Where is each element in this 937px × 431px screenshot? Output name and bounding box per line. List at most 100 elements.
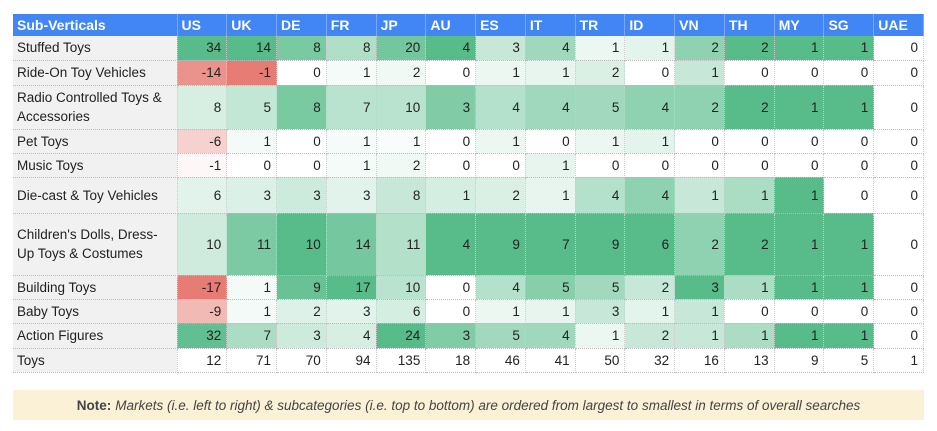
row-label: Die-cast & Toy Vehicles — [13, 177, 178, 214]
heatmap-cell: 1 — [774, 177, 825, 214]
totals-cell: 135 — [376, 348, 427, 373]
heatmap-cell: 1 — [475, 129, 526, 154]
heatmap-cell: 9 — [475, 213, 526, 276]
heatmap-cell: 1 — [624, 36, 676, 61]
heatmap-cell: 17 — [326, 275, 377, 300]
heatmap-cell: 0 — [873, 213, 924, 276]
heatmap-cell: 2 — [624, 275, 676, 300]
heatmap-cell: 0 — [873, 275, 924, 300]
heatmap-cell: 1 — [674, 323, 725, 349]
totals-cell: 32 — [624, 348, 676, 373]
heatmap-cell: 2 — [724, 85, 775, 130]
heatmap-cell: 2 — [575, 60, 626, 86]
heatmap-cell: 24 — [376, 323, 427, 349]
row-label: Music Toys — [13, 153, 178, 178]
heatmap-cell: 0 — [823, 153, 875, 178]
heatmap-cell: 0 — [724, 299, 775, 324]
heatmap-cell: 0 — [774, 60, 825, 86]
heatmap-cell: 1 — [674, 177, 725, 214]
table-row: Children's Dolls, Dress-Up Toys & Costum… — [13, 213, 924, 276]
column-header-it: IT — [525, 14, 576, 36]
heatmap-cell: 1 — [326, 60, 377, 86]
heatmap-cell: 9 — [276, 275, 327, 300]
heatmap-table-container: Sub-Verticals US UK DE FR JP AU ES IT TR ID VN TH MY S… — [13, 14, 924, 373]
heatmap-cell: 0 — [425, 153, 477, 178]
heatmap-cell: 10 — [177, 213, 228, 276]
heatmap-cell: 1 — [226, 275, 278, 300]
heatmap-cell: 0 — [674, 153, 725, 178]
column-header-my: MY — [774, 14, 825, 36]
heatmap-cell: 0 — [774, 299, 825, 324]
note-bar: Note: Markets (i.e. left to right) & sub… — [13, 390, 924, 420]
note-label: Note: — [76, 397, 112, 413]
heatmap-cell: 10 — [276, 213, 327, 276]
heatmap-cell: 1 — [823, 213, 875, 276]
column-header-de: DE — [276, 14, 327, 36]
heatmap-cell: 8 — [326, 36, 377, 61]
heatmap-cell: -6 — [177, 129, 228, 154]
heatmap-cell: 9 — [575, 213, 626, 276]
heatmap-cell: 0 — [475, 153, 526, 178]
table-row: Die-cast & Toy Vehicles 6 3 3 3 8 1 2 1 4 4 1 1 1 0 0 — [13, 177, 924, 214]
row-label: Ride-On Toy Vehicles — [13, 60, 178, 86]
heatmap-cell: 0 — [774, 153, 825, 178]
header-row: Sub-Verticals US UK DE FR JP AU ES IT TR ID VN TH MY S… — [13, 14, 924, 36]
heatmap-cell: 1 — [575, 129, 626, 154]
heatmap-cell: 3 — [425, 323, 477, 349]
heatmap-cell: 2 — [376, 153, 427, 178]
column-header-fr: FR — [326, 14, 377, 36]
heatmap-cell: 2 — [674, 213, 725, 276]
heatmap-cell: 1 — [823, 85, 875, 130]
totals-cell: 5 — [823, 348, 875, 373]
column-header-jp: JP — [376, 14, 427, 36]
column-header-tr: TR — [575, 14, 626, 36]
column-header-sg: SG — [823, 14, 875, 36]
heatmap-cell: 0 — [873, 177, 924, 214]
heatmap-cell: 1 — [774, 85, 825, 130]
heatmap-cell: 2 — [724, 213, 775, 276]
row-label: Stuffed Toys — [13, 36, 178, 61]
heatmap-cell: 4 — [624, 177, 676, 214]
heatmap-cell: 4 — [425, 36, 477, 61]
heatmap-cell: 2 — [276, 299, 327, 324]
table-row: Radio Controlled Toys & Accessories 8 5 8 7 1… — [13, 85, 924, 130]
row-label: Radio Controlled Toys & Accessories — [13, 85, 178, 130]
column-header-th: TH — [724, 14, 775, 36]
heatmap-cell: 1 — [525, 153, 576, 178]
heatmap-cell: 0 — [873, 129, 924, 154]
table-row: Pet Toys -6 1 0 1 1 0 1 0 1 1 0 0 0 0 0 — [13, 129, 924, 154]
totals-cell: 13 — [724, 348, 775, 373]
heatmap-cell: 1 — [624, 129, 676, 154]
heatmap-cell: 10 — [376, 275, 427, 300]
heatmap-cell: 0 — [873, 323, 924, 349]
heatmap-cell: 14 — [326, 213, 377, 276]
heatmap-cell: 1 — [724, 323, 775, 349]
heatmap-cell: 0 — [873, 60, 924, 86]
heatmap-cell: 0 — [276, 129, 327, 154]
heatmap-cell: 1 — [226, 299, 278, 324]
heatmap-cell: 1 — [475, 299, 526, 324]
heatmap-cell: 0 — [823, 177, 875, 214]
heatmap-cell: 8 — [276, 36, 327, 61]
heatmap-cell: 1 — [674, 60, 725, 86]
heatmap-cell: 1 — [525, 177, 576, 214]
heatmap-cell: 0 — [226, 153, 278, 178]
heatmap-cell: 5 — [226, 85, 278, 130]
heatmap-cell: 4 — [525, 36, 576, 61]
heatmap-cell: 2 — [674, 85, 725, 130]
heatmap-cell: 3 — [674, 275, 725, 300]
heatmap-cell: 1 — [724, 177, 775, 214]
heatmap-cell: 1 — [774, 275, 825, 300]
heatmap-cell: 20 — [376, 36, 427, 61]
heatmap-cell: 14 — [226, 36, 278, 61]
heatmap-cell: 1 — [425, 177, 477, 214]
heatmap-table: Sub-Verticals US UK DE FR JP AU ES IT TR ID VN TH MY S… — [13, 14, 924, 373]
heatmap-cell: 11 — [376, 213, 427, 276]
totals-cell: 94 — [326, 348, 377, 373]
totals-row: Toys 12 71 70 94 135 18 46 41 50 32 16 13 9 5 1 — [13, 348, 924, 373]
heatmap-cell: 1 — [724, 275, 775, 300]
heatmap-cell: 3 — [226, 177, 278, 214]
heatmap-cell: 0 — [823, 129, 875, 154]
heatmap-cell: 0 — [724, 153, 775, 178]
column-header-uae: UAE — [873, 14, 924, 36]
